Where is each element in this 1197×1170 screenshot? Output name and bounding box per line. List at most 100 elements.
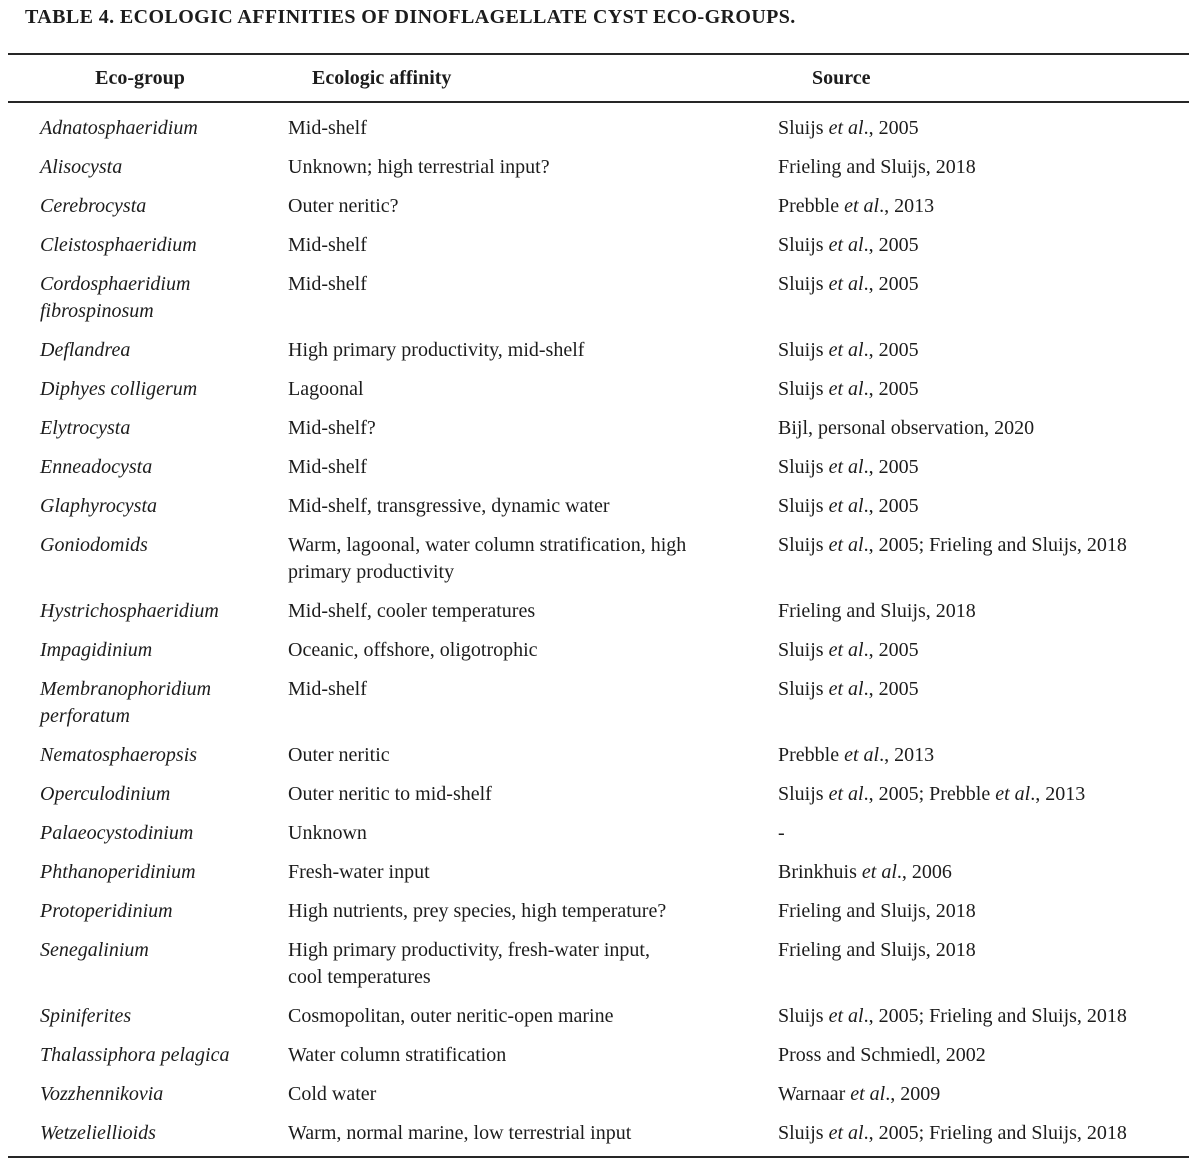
table-body: Adnatosphaeridium Mid-shelf Sluijs et al.,… (8, 115, 1189, 1156)
source-cell: - (778, 822, 785, 844)
table-row: Glaphyrocysta Mid-shelf, transgressive, d… (8, 493, 1189, 520)
table-row: Diphyes colligerum Lagoonal Sluijs et al.,… (8, 376, 1189, 403)
table-header-rule (8, 101, 1189, 103)
eco-group-cell: Protoperidinium (40, 900, 173, 922)
source-cell: Sluijs et al., 2005 (778, 456, 919, 478)
ecologic-affinity-cell: Water column stratification (288, 1044, 507, 1066)
ecologic-affinity-cell: High nutrients, prey species, high tempe… (288, 900, 667, 922)
eco-group-cell: Impagidinium (40, 639, 153, 661)
eco-group-cell: Palaeocystodinium (40, 822, 194, 844)
table-row: Operculodinium Outer neritic to mid-shelf… (8, 781, 1189, 808)
ecologic-affinity-cell: Mid-shelf, transgressive, dynamic water (288, 495, 610, 517)
table-row: Thalassiphora pelagica Water column strat… (8, 1042, 1189, 1069)
ecologic-affinity-cell: Cosmopolitan, outer neritic-open marine (288, 1005, 614, 1027)
ecologic-affinity-cell: Mid-shelf (288, 273, 367, 295)
ecologic-affinity-cell: Lagoonal (288, 378, 364, 400)
table-row: Membranophoridium perforatum Mid-shelf Slu… (8, 676, 1189, 730)
ecologic-affinity-cell: Mid-shelf (288, 234, 367, 256)
source-cell: Sluijs et al., 2005 (778, 339, 919, 361)
source-cell: Pross and Schmiedl, 2002 (778, 1044, 986, 1066)
table-row: Enneadocysta Mid-shelf Sluijs et al., 2005 (8, 454, 1189, 481)
ecologic-affinity-cell: Warm, lagoonal, water column stratificat… (288, 534, 687, 583)
table-row: Nematosphaeropsis Outer neritic Prebble et… (8, 742, 1189, 769)
eco-group-cell: Glaphyrocysta (40, 495, 158, 517)
table-row: Cleistosphaeridium Mid-shelf Sluijs et al.… (8, 232, 1189, 259)
table-row: Elytrocysta Mid-shelf? Bijl, personal obse… (8, 415, 1189, 442)
ecologic-affinity-cell: Cold water (288, 1083, 377, 1105)
table-row: Goniodomids Warm, lagoonal, water column … (8, 532, 1189, 586)
ecologic-affinity-cell: Unknown (288, 822, 367, 844)
ecologic-affinity-cell: Unknown; high terrestrial input? (288, 156, 550, 178)
column-header-eco-group: Eco-group (95, 66, 185, 89)
source-cell: Frieling and Sluijs, 2018 (778, 939, 976, 961)
ecologic-affinity-cell: Oceanic, offshore, oligotrophic (288, 639, 538, 661)
ecologic-affinity-cell: Mid-shelf (288, 678, 367, 700)
table-bottom-rule (8, 1156, 1189, 1158)
eco-group-cell: Wetzeliellioids (40, 1122, 156, 1144)
table-row: Hystrichosphaeridium Mid-shelf, cooler te… (8, 598, 1189, 625)
eco-group-cell: Hystrichosphaeridium (40, 600, 219, 622)
ecologic-affinity-cell: Outer neritic (288, 744, 390, 766)
table-row: Impagidinium Oceanic, offshore, oligotrop… (8, 637, 1189, 664)
eco-group-cell: Alisocysta (40, 156, 123, 178)
eco-group-cell: Membranophoridium perforatum (40, 678, 212, 727)
eco-group-cell: Nematosphaeropsis (40, 744, 198, 766)
eco-group-cell: Goniodomids (40, 534, 148, 556)
eco-group-cell: Operculodinium (40, 783, 171, 805)
table-caption: TABLE 4. ECOLOGIC AFFINITIES OF DINOFLAG… (25, 6, 796, 28)
eco-group-cell: Adnatosphaeridium (40, 117, 198, 139)
table-row: Phthanoperidinium Fresh-water input Brinkh… (8, 859, 1189, 886)
ecologic-affinity-cell: Mid-shelf (288, 117, 367, 139)
ecologic-affinity-cell: High primary productivity, mid-shelf (288, 339, 585, 361)
eco-group-cell: Cleistosphaeridium (40, 234, 197, 256)
eco-group-cell: Elytrocysta (40, 417, 131, 439)
eco-group-cell: Thalassiphora pelagica (40, 1044, 230, 1066)
eco-group-cell: Vozzhennikovia (40, 1083, 164, 1105)
source-cell: Sluijs et al., 2005 (778, 117, 919, 139)
source-cell: Bijl, personal observation, 2020 (778, 417, 1035, 439)
table-top-rule (8, 53, 1189, 55)
source-cell: Warnaar et al., 2009 (778, 1083, 941, 1105)
ecologic-affinity-cell: Mid-shelf (288, 456, 367, 478)
source-cell: Sluijs et al., 2005 (778, 234, 919, 256)
source-cell: Sluijs et al., 2005; Frieling and Sluijs… (778, 534, 1127, 556)
eco-group-cell: Phthanoperidinium (40, 861, 196, 883)
ecologic-affinity-cell: Outer neritic? (288, 195, 399, 217)
eco-group-cell: Cordosphaeridium fibrospinosum (40, 273, 191, 322)
ecologic-affinity-cell: Fresh-water input (288, 861, 430, 883)
source-cell: Sluijs et al., 2005 (778, 378, 919, 400)
table-row: Alisocysta Unknown; high terrestrial inpu… (8, 154, 1189, 181)
ecologic-affinity-cell: High primary productivity, fresh-water i… (288, 939, 650, 988)
source-cell: Prebble et al., 2013 (778, 195, 935, 217)
table-row: Cordosphaeridium fibrospinosum Mid-shelf S… (8, 271, 1189, 325)
eco-group-cell: Senegalinium (40, 939, 149, 961)
table-row: Cerebrocysta Outer neritic? Prebble et al.… (8, 193, 1189, 220)
eco-group-cell: Enneadocysta (40, 456, 153, 478)
ecologic-affinity-cell: Outer neritic to mid-shelf (288, 783, 492, 805)
table-row: Wetzeliellioids Warm, normal marine, low … (8, 1120, 1189, 1147)
table-row: Vozzhennikovia Cold water Warnaar et al., … (8, 1081, 1189, 1108)
source-cell: Sluijs et al., 2005; Prebble et al., 201… (778, 783, 1086, 805)
table-header-row: Eco-group Ecologic affinity Source (8, 55, 1189, 101)
source-cell: Sluijs et al., 2005; Frieling and Sluijs… (778, 1122, 1127, 1144)
eco-groups-table: Eco-group Ecologic affinity Source Adnat… (8, 53, 1189, 1158)
table-row: Palaeocystodinium Unknown - (8, 820, 1189, 847)
source-cell: Frieling and Sluijs, 2018 (778, 600, 976, 622)
ecologic-affinity-cell: Mid-shelf, cooler temperatures (288, 600, 536, 622)
table-row: Senegalinium High primary productivity, f… (8, 937, 1189, 991)
source-cell: Frieling and Sluijs, 2018 (778, 156, 976, 178)
eco-group-cell: Deflandrea (40, 339, 131, 361)
source-cell: Sluijs et al., 2005; Frieling and Sluijs… (778, 1005, 1127, 1027)
table-row: Deflandrea High primary productivity, mid… (8, 337, 1189, 364)
source-cell: Sluijs et al., 2005 (778, 273, 919, 295)
source-cell: Prebble et al., 2013 (778, 744, 935, 766)
column-header-ecologic-affinity: Ecologic affinity (312, 66, 452, 89)
table-row: Protoperidinium High nutrients, prey spec… (8, 898, 1189, 925)
table-row: Adnatosphaeridium Mid-shelf Sluijs et al.,… (8, 115, 1189, 142)
eco-group-cell: Cerebrocysta (40, 195, 147, 217)
eco-group-cell: Spiniferites (40, 1005, 132, 1027)
ecologic-affinity-cell: Warm, normal marine, low terrestrial inp… (288, 1122, 632, 1144)
source-cell: Brinkhuis et al., 2006 (778, 861, 952, 883)
ecologic-affinity-cell: Mid-shelf? (288, 417, 376, 439)
source-cell: Sluijs et al., 2005 (778, 678, 919, 700)
